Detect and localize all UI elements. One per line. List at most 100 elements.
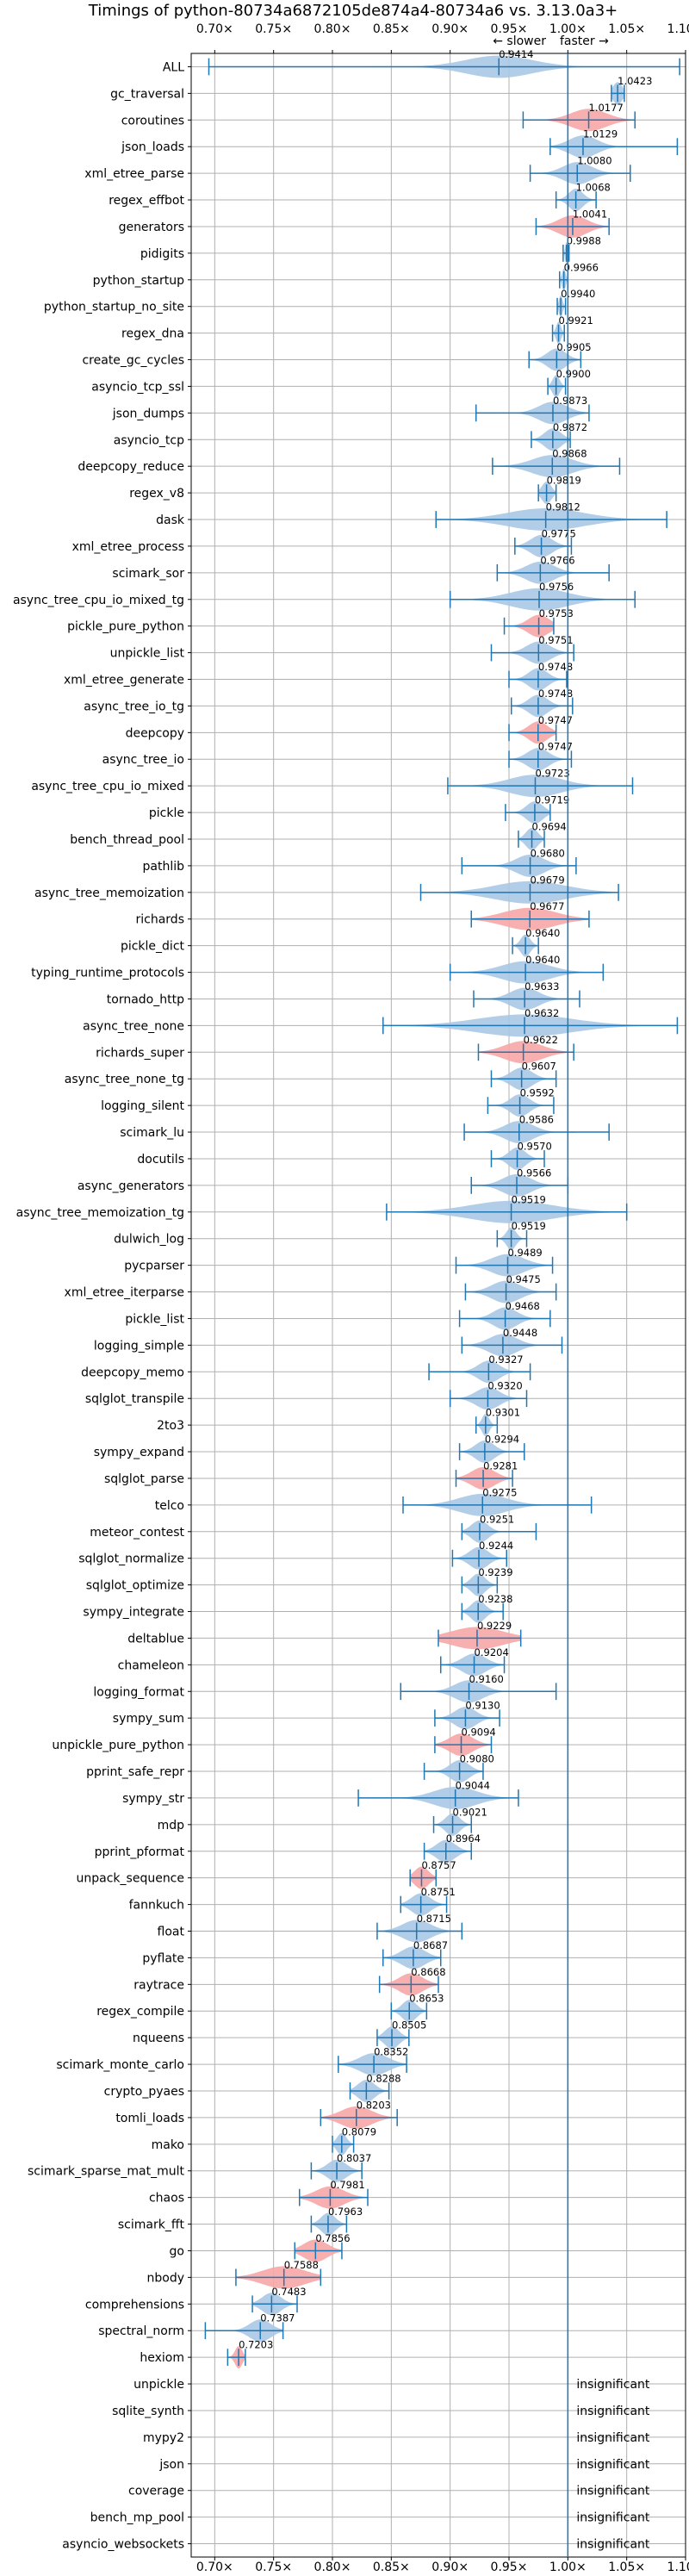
benchmark-label: xml_etree_generate (64, 674, 184, 688)
value-label: 0.9940 (561, 288, 595, 300)
value-label: 0.9414 (499, 48, 533, 60)
benchmark-label: fannkuch (129, 1899, 184, 1913)
plot-frame (190, 53, 686, 2558)
value-label: 0.9327 (488, 1353, 523, 1366)
benchmark-label: async_tree_memoization_tg (16, 1206, 184, 1220)
value-label: 0.9988 (567, 234, 601, 246)
benchmark-label: pprint_pformat (95, 1845, 185, 1859)
insignificant-label: insignificant (576, 2405, 650, 2418)
benchmark-label: scimark_sparse_mat_mult (28, 2165, 184, 2179)
benchmark-label: async_tree_io (102, 753, 184, 767)
benchmark-label: sympy_str (122, 1792, 184, 1806)
value-label: 0.7387 (260, 2312, 295, 2324)
value-label: 0.7203 (239, 2339, 273, 2351)
benchmark-label: asyncio_websockets (62, 2538, 184, 2552)
value-label: 0.9748 (538, 688, 573, 700)
benchmark-label: generators (119, 221, 184, 234)
value-label: 0.9680 (531, 847, 565, 859)
benchmark-label: pycparser (124, 1260, 184, 1273)
benchmark-label: pyflate (142, 1951, 184, 1965)
value-label: 0.9747 (538, 714, 573, 726)
x-tick-label-top: 0.70× (196, 22, 233, 36)
value-label: 0.9748 (538, 661, 573, 673)
x-tick-label-bottom: 1.00× (549, 2560, 587, 2574)
value-label: 0.9475 (506, 1273, 541, 1285)
benchmark-label: dask (156, 513, 185, 527)
value-label: 0.9448 (503, 1327, 537, 1339)
benchmark-label: coroutines (121, 114, 184, 128)
value-label: 0.8653 (409, 1993, 444, 2005)
x-tick-label-top: 0.90× (431, 22, 469, 36)
value-label: 0.9566 (517, 1167, 551, 1179)
value-label: 0.9966 (564, 261, 599, 273)
benchmark-label: pickle (149, 806, 184, 820)
benchmark-label: telco (155, 1499, 184, 1513)
value-label: 0.8964 (446, 1832, 481, 1845)
x-tick-label-top: 0.75× (255, 22, 292, 36)
value-label: 1.0423 (618, 75, 652, 87)
benchmark-label: async_tree_none (83, 1019, 184, 1033)
value-label: 0.9921 (559, 314, 593, 327)
benchmark-label: logging_silent (101, 1099, 184, 1113)
benchmark-label: richards_super (96, 1046, 184, 1060)
benchmark-label: spectral_norm (98, 2324, 184, 2338)
value-label: 0.9281 (483, 1459, 518, 1472)
value-label: 0.9640 (525, 954, 560, 966)
benchmark-label: mako (152, 2138, 184, 2152)
chart-title: Timings of python-80734a6872105de874a4-8… (88, 2, 618, 20)
benchmark-label: async_tree_io_tg (84, 700, 184, 713)
value-label: 0.8203 (357, 2099, 391, 2111)
benchmark-label: tomli_loads (115, 2112, 184, 2125)
value-label: 0.9677 (530, 900, 564, 912)
benchmark-label: scimark_lu (120, 1126, 184, 1140)
benchmark-label: pickle_pure_python (67, 620, 184, 634)
value-label: 0.9819 (547, 475, 581, 487)
value-label: 0.9812 (546, 501, 580, 513)
value-label: 1.0129 (583, 128, 618, 140)
benchmark-label: async_tree_cpu_io_mixed (31, 780, 184, 793)
value-label: 0.9872 (553, 421, 587, 433)
value-label: 0.9694 (532, 820, 567, 832)
x-tick-label-bottom: 1.05× (608, 2560, 645, 2574)
axis-layer: 0.70× 0.70× 0.75× 0.75× 0.80× 0.80× 0.85× 0.85×… (13, 22, 689, 2574)
benchmark-label: dulwich_log (114, 1233, 184, 1247)
benchmark-label: coverage (128, 2485, 184, 2498)
benchmark-label: json (158, 2458, 184, 2472)
x-tick-label-bottom: 0.90× (431, 2560, 469, 2574)
benchmark-label: async_generators (78, 1179, 184, 1193)
x-tick-label-bottom: 0.80× (314, 2560, 351, 2574)
value-label: 0.9301 (486, 1407, 520, 1419)
value-label: 0.9873 (553, 395, 587, 407)
benchmark-label: bench_mp_pool (90, 2511, 184, 2525)
benchmark-label: sqlglot_transpile (85, 1392, 184, 1406)
benchmark-label: xml_etree_iterparse (65, 1286, 184, 1300)
value-label: 0.8715 (417, 1913, 451, 1925)
benchmark-label: regex_v8 (129, 487, 184, 501)
benchmark-label: pickle_list (125, 1312, 184, 1326)
benchmark-label: docutils (137, 1153, 184, 1167)
benchmark-label: regex_effbot (109, 194, 184, 208)
value-label: 0.9723 (535, 768, 569, 780)
insignificant-label: insignificant (576, 2378, 650, 2392)
value-label: 0.8751 (421, 1886, 456, 1898)
benchmark-label: mypy2 (143, 2431, 184, 2445)
benchmark-label: sqlglot_optimize (86, 1579, 184, 1593)
value-label: 1.0080 (577, 155, 611, 167)
benchmark-label: meteor_contest (90, 1526, 184, 1540)
benchmark-label: mdp (158, 1819, 185, 1832)
x-tick-label-bottom: 0.75× (255, 2560, 292, 2574)
value-label: 0.9592 (520, 1087, 555, 1099)
benchmark-label: pprint_safe_repr (86, 1765, 184, 1779)
value-label: 0.9275 (482, 1486, 517, 1498)
benchmark-label: json_loads (121, 140, 184, 154)
benchmark-label: sympy_sum (113, 1712, 184, 1726)
benchmark-label: 2to3 (157, 1419, 184, 1433)
value-label: 0.9519 (512, 1193, 546, 1205)
benchmark-label: async_tree_none_tg (65, 1073, 184, 1086)
benchmark-label: tornado_http (107, 992, 184, 1006)
benchmark-label: sqlglot_normalize (78, 1552, 184, 1566)
benchmark-label: richards (136, 913, 185, 927)
value-label: 0.9751 (538, 634, 573, 646)
direction-slower-label: ← slower (493, 34, 546, 48)
insignificant-label: insignificant (576, 2538, 650, 2552)
